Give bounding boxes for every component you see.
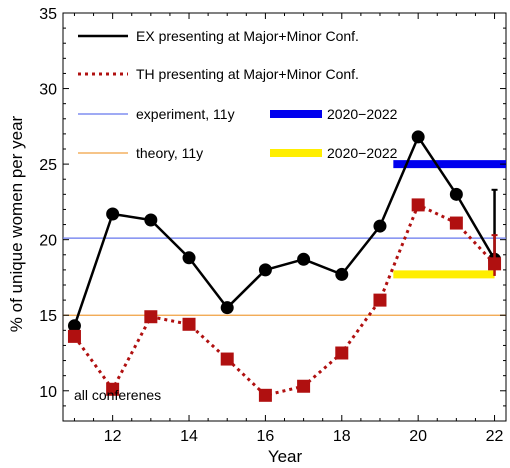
data-point [258,388,272,402]
legend-label-ex: EX presenting at Major+Minor Conf. [136,28,359,44]
y-axis-label: % of unique women per year [7,115,26,332]
y-tick-label: 25 [39,157,57,174]
legend-label-th: TH presenting at Major+Minor Conf. [136,66,359,82]
data-point [220,352,234,366]
x-tick-label: 12 [104,428,122,445]
x-tick-label: 18 [333,428,351,445]
y-tick-label: 10 [39,384,57,401]
data-point [373,293,387,307]
y-tick-label: 15 [39,308,57,325]
data-point [411,130,425,144]
y-tick-label: 30 [39,82,57,99]
x-tick-label: 20 [409,428,427,445]
data-point [106,382,120,396]
data-point [144,310,158,324]
data-point [488,257,502,271]
data-point [297,252,311,266]
data-point [335,346,349,360]
data-point [449,187,463,201]
y-tick-label: 20 [39,233,57,250]
period-bars [393,160,506,279]
data-series [67,130,502,402]
data-point [67,329,81,343]
chart-annotation: all conferenes [74,387,161,403]
data-point [335,267,349,281]
data-point [297,379,311,393]
data-point [411,198,425,212]
data-point [106,207,120,221]
x-axis-label: Year [268,447,303,466]
legend-label-theory: theory, 11y [136,145,203,161]
reference-lines [63,237,506,316]
legend-label-period-2: 2020−2022 [327,145,398,161]
data-point [67,319,81,333]
series-line-2 [73,203,496,397]
axis-ticks: 12 14 16 18 20 22 10 15 20 25 30 35 [39,6,506,445]
data-point [182,317,196,331]
x-tick-label: 14 [180,428,198,445]
data-point [449,216,463,230]
legend: EX presenting at Major+Minor Conf. TH pre… [78,28,398,161]
x-tick-label: 16 [257,428,275,445]
data-point [144,213,158,227]
data-point [220,301,234,315]
legend-label-period-1: 2020−2022 [327,106,398,122]
data-point [258,263,272,277]
data-point [182,251,196,265]
x-tick-label: 22 [486,428,504,445]
y-tick-label: 35 [39,6,57,23]
data-point [373,219,387,233]
legend-label-experiment: experiment, 11y [136,106,235,122]
